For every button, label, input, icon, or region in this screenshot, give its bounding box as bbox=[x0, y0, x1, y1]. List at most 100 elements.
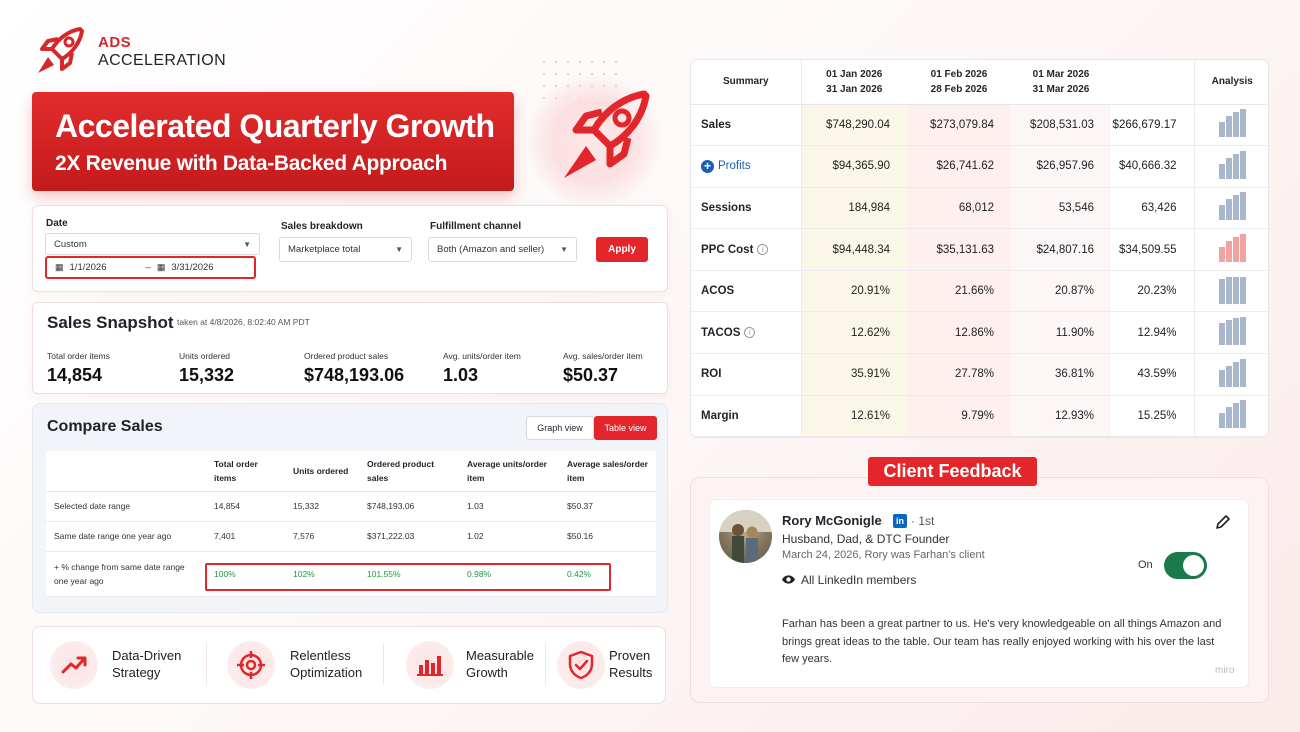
summary-cell: 20.87% bbox=[1011, 270, 1111, 313]
metric-label: Ordered product sales bbox=[304, 351, 389, 361]
date-start-value[interactable]: 1/1/2026 bbox=[69, 262, 107, 273]
analysis-cell bbox=[1193, 228, 1268, 271]
connection-degree: · 1st bbox=[911, 514, 935, 528]
metric-value: 14,854 bbox=[47, 365, 103, 385]
feedback-text: Farhan has been a great partner to us. H… bbox=[782, 618, 1222, 665]
reviewer-name[interactable]: Rory McGonigle bbox=[782, 513, 882, 528]
compare-table: Total order items Units ordered Ordered … bbox=[46, 451, 656, 597]
sparkbar-chart bbox=[1218, 400, 1246, 429]
feature-results: Proven Results bbox=[609, 647, 652, 681]
feature-line: Proven bbox=[609, 648, 651, 663]
table-cell: $50.37 bbox=[559, 491, 656, 522]
edit-pencil-icon[interactable] bbox=[1215, 514, 1231, 530]
table-row: ROI 35.91% 27.78% 36.81% 43.59% bbox=[691, 353, 1268, 396]
graph-view-button[interactable]: Graph view bbox=[526, 416, 594, 440]
avatar[interactable] bbox=[719, 510, 772, 563]
sparkbar bbox=[1218, 247, 1225, 263]
sparkbar-chart bbox=[1218, 109, 1246, 138]
sales-snapshot-card: Sales Snapshot taken at 4/8/2026, 8:02:4… bbox=[32, 302, 668, 394]
table-cell: 1.03 bbox=[459, 491, 559, 522]
compare-title: Compare Sales bbox=[47, 418, 163, 435]
analysis-cell bbox=[1193, 187, 1268, 230]
hero-banner: Accelerated Quarterly Growth 2X Revenue … bbox=[32, 92, 514, 191]
table-row: + Profits $94,365.90 $26,741.62 $26,957.96 $4… bbox=[691, 145, 1268, 188]
visibility-toggle[interactable] bbox=[1164, 552, 1207, 579]
metric-avg-units: Avg. units/order item 1.03 bbox=[443, 351, 521, 386]
chevron-down-icon: ▼ bbox=[243, 239, 251, 249]
metric-units-ordered: Units ordered 15,332 bbox=[179, 351, 234, 386]
period-start: 01 Feb 2026 bbox=[930, 68, 988, 80]
feature-line: Growth bbox=[466, 665, 508, 680]
date-end-value[interactable]: 3/31/2026 bbox=[171, 262, 214, 273]
table-cell: Same date range one year ago bbox=[46, 521, 206, 552]
info-icon[interactable]: i bbox=[744, 326, 756, 338]
column-header: Average sales/order item bbox=[559, 451, 656, 492]
date-range-separator: – bbox=[145, 262, 151, 273]
summary-row-label: ACOS bbox=[691, 270, 801, 313]
expand-plus-icon[interactable]: + bbox=[701, 159, 714, 173]
sparkbar bbox=[1225, 116, 1232, 138]
summary-row-label: Sales bbox=[691, 104, 801, 147]
analysis-cell bbox=[1193, 395, 1268, 437]
sparkbar-chart bbox=[1218, 276, 1246, 304]
sparkbar bbox=[1232, 237, 1239, 263]
date-label: Date bbox=[46, 218, 68, 229]
sparkbar-chart bbox=[1218, 234, 1246, 263]
metric-value: 1.03 bbox=[443, 365, 479, 385]
date-range-input[interactable]: ▦ 1/1/2026 – ▦ 3/31/2026 bbox=[45, 256, 256, 279]
column-header: Ordered product sales bbox=[359, 451, 459, 492]
summary-cell: 12.93% bbox=[1011, 395, 1111, 437]
sparkbar bbox=[1239, 109, 1246, 138]
fulfillment-value: Both (Amazon and seller) bbox=[437, 244, 545, 255]
row-label-text: Sessions bbox=[701, 201, 752, 214]
sparkbar bbox=[1225, 199, 1232, 221]
row-label-text[interactable]: Profits bbox=[718, 159, 751, 172]
feature-data-driven: Data-Driven Strategy bbox=[112, 647, 181, 681]
table-cell: 100% bbox=[206, 551, 285, 597]
date-preset-value: Custom bbox=[54, 238, 87, 250]
analysis-cell bbox=[1193, 104, 1268, 147]
sales-breakdown-select[interactable]: Marketplace total ▼ bbox=[279, 237, 412, 262]
summary-cell: $266,679.17 bbox=[1111, 104, 1194, 147]
visibility-text[interactable]: All LinkedIn members bbox=[801, 573, 917, 587]
divider bbox=[545, 643, 546, 685]
fulfillment-select[interactable]: Both (Amazon and seller) ▼ bbox=[428, 237, 577, 262]
summary-cell: 63,426 bbox=[1111, 187, 1194, 230]
feature-line: Optimization bbox=[290, 665, 363, 680]
metric-avg-sales: Avg. sales/order item $50.37 bbox=[563, 351, 643, 386]
sparkbar bbox=[1232, 361, 1239, 387]
sparkbar bbox=[1232, 276, 1239, 304]
sales-breakdown-value: Marketplace total bbox=[288, 244, 361, 255]
sparkbar bbox=[1225, 241, 1232, 263]
summary-cell: 9.79% bbox=[907, 395, 1011, 437]
metric-label: Total order items bbox=[47, 351, 110, 361]
summary-row-label: PPC Cost i bbox=[691, 228, 801, 271]
sparkbar bbox=[1218, 369, 1225, 387]
sparkbar bbox=[1239, 317, 1246, 346]
summary-cell: 12.61% bbox=[800, 395, 907, 437]
apply-button[interactable]: Apply bbox=[596, 237, 648, 262]
analysis-cell bbox=[1193, 145, 1268, 188]
summary-table-card: Summary 01 Jan 2026 31 Jan 2026 01 Feb 20… bbox=[690, 59, 1269, 438]
period-header bbox=[1111, 60, 1194, 105]
row-label-text: Margin bbox=[701, 409, 739, 422]
brand-line1: ADS bbox=[98, 34, 132, 51]
summary-cell: $748,290.04 bbox=[800, 104, 907, 147]
table-row: Selected date range 14,854 15,332 $748,1… bbox=[46, 491, 656, 522]
miro-watermark: miro bbox=[1215, 665, 1235, 676]
table-view-button[interactable]: Table view bbox=[594, 416, 657, 440]
date-preset-select[interactable]: Custom ▼ bbox=[45, 233, 260, 255]
row-label-text: ROI bbox=[701, 368, 722, 381]
table-cell: $50.16 bbox=[559, 521, 656, 552]
shield-check-icon bbox=[557, 641, 605, 689]
row-label-text: PPC Cost bbox=[701, 243, 754, 256]
analysis-cell bbox=[1193, 311, 1268, 355]
summary-cell: 12.94% bbox=[1111, 311, 1194, 355]
summary-cell: 15.25% bbox=[1111, 395, 1194, 437]
metric-ordered-product-sales: Ordered product sales $748,193.06 bbox=[304, 351, 404, 386]
feature-line: Relentless bbox=[290, 648, 351, 663]
info-icon[interactable]: i bbox=[757, 243, 769, 255]
relation-text: March 24, 2026, Rory was Farhan's client bbox=[782, 549, 985, 561]
metric-value: $748,193.06 bbox=[304, 365, 405, 385]
summary-cell: 43.59% bbox=[1111, 353, 1194, 396]
